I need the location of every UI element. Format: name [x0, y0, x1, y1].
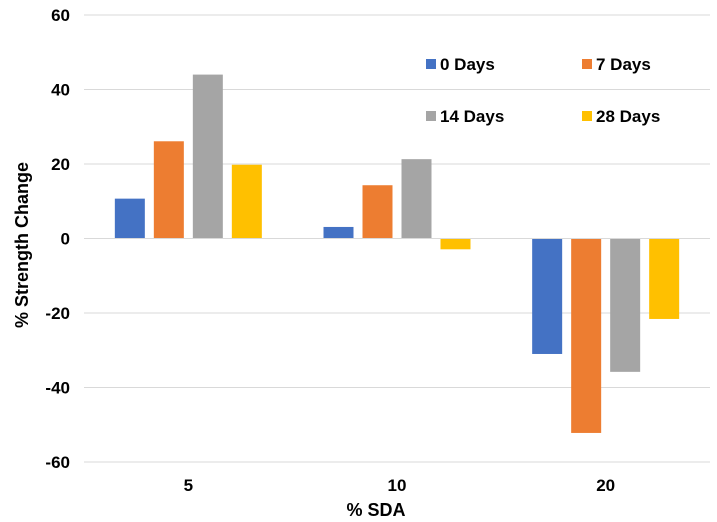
legend-item: 28 Days [582, 107, 660, 126]
legend-item: 14 Days [426, 107, 504, 126]
legend-swatch [426, 111, 436, 121]
x-tick-label: 5 [184, 476, 193, 495]
bar [192, 74, 223, 239]
x-axis-title: % SDA [346, 500, 405, 520]
x-tick-label: 20 [596, 476, 615, 495]
bar [362, 185, 393, 239]
legend-swatch [426, 59, 436, 69]
bars [114, 74, 680, 433]
legend: 0 Days 7 Days 14 Days 28 Days [426, 55, 660, 126]
x-tick-label: 10 [388, 476, 407, 495]
legend-label: 14 Days [440, 107, 504, 126]
legend-swatch [582, 111, 592, 121]
y-tick-label: 60 [51, 6, 70, 25]
y-tick-label: -40 [45, 379, 70, 398]
bar [649, 238, 680, 319]
legend-label: 0 Days [440, 55, 495, 74]
legend-swatch [582, 59, 592, 69]
bar [610, 238, 641, 372]
bar [231, 164, 262, 239]
x-axis-ticks: 5 10 20 [184, 476, 616, 495]
bar [532, 238, 563, 354]
y-axis-title: % Strength Change [12, 162, 32, 328]
y-tick-label: -20 [45, 304, 70, 323]
bar [323, 226, 354, 239]
legend-item: 0 Days [426, 55, 495, 74]
bar [153, 141, 184, 239]
y-axis-ticks: -60 -40 -20 0 20 40 60 [45, 6, 70, 472]
y-tick-label: 40 [51, 81, 70, 100]
legend-label: 7 Days [596, 55, 651, 74]
bar [571, 238, 602, 433]
y-tick-label: 20 [51, 155, 70, 174]
y-tick-label: 0 [61, 230, 70, 249]
bar [114, 198, 145, 239]
bar [440, 238, 471, 250]
y-tick-label: -60 [45, 453, 70, 472]
legend-item: 7 Days [582, 55, 651, 74]
bar [401, 159, 432, 239]
legend-label: 28 Days [596, 107, 660, 126]
